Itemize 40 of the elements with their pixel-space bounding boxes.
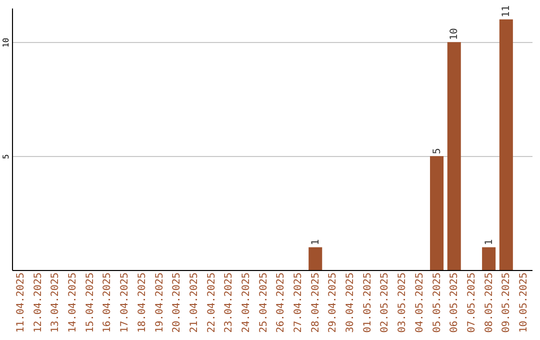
x-tick-label: 20.04.2025	[172, 272, 183, 333]
x-tick-label: 28.04.2025	[310, 272, 322, 333]
x-tick-label: 23.04.2025	[224, 272, 235, 333]
x-tick-label: 08.05.2025	[484, 272, 495, 333]
x-tick-label: 15.04.2025	[84, 272, 96, 333]
x-tick-label: 09.05.2025	[501, 272, 512, 333]
x-tick-label: 04.05.2025	[414, 272, 426, 333]
data-label: 1	[484, 239, 495, 246]
data-label: 11	[501, 5, 512, 18]
x-tick-label: 13.04.2025	[50, 272, 62, 333]
x-tick-label: 22.04.2025	[206, 272, 218, 333]
x-tick-label: 24.04.2025	[240, 272, 252, 333]
bar	[447, 42, 461, 270]
x-tick-label: 27.04.2025	[293, 272, 304, 333]
x-tick-label: 05.05.2025	[432, 272, 443, 333]
x-tick-label: 03.05.2025	[397, 272, 408, 333]
data-label: 1	[310, 239, 322, 246]
x-tick-label: 19.04.2025	[154, 272, 166, 333]
x-tick-label: 25.04.2025	[258, 272, 270, 333]
x-tick-label: 06.05.2025	[449, 272, 460, 333]
bar	[308, 247, 322, 270]
x-tick-label: 21.04.2025	[188, 272, 200, 333]
x-tick-label: 30.04.2025	[345, 272, 356, 333]
x-tick-label: 02.05.2025	[380, 272, 391, 333]
x-tick-label: 14.04.2025	[68, 272, 79, 333]
bar	[499, 19, 513, 270]
x-tick-label: 16.04.2025	[102, 272, 114, 333]
bar	[482, 247, 496, 270]
x-tick-label: 07.05.2025	[466, 272, 478, 333]
data-label: 5	[432, 148, 443, 154]
x-tick-label: 18.04.2025	[136, 272, 148, 333]
x-tick-label: 01.05.2025	[362, 272, 374, 333]
x-tick-label: 17.04.2025	[120, 272, 131, 333]
bar	[430, 156, 444, 270]
data-label: 10	[449, 28, 460, 40]
x-tick-label: 29.04.2025	[328, 272, 339, 333]
x-tick-label: 10.05.2025	[518, 272, 530, 333]
x-tick-label: 12.04.2025	[32, 272, 44, 333]
x-tick-label: 26.04.2025	[276, 272, 287, 333]
x-tick-label: 11.04.2025	[16, 272, 26, 333]
